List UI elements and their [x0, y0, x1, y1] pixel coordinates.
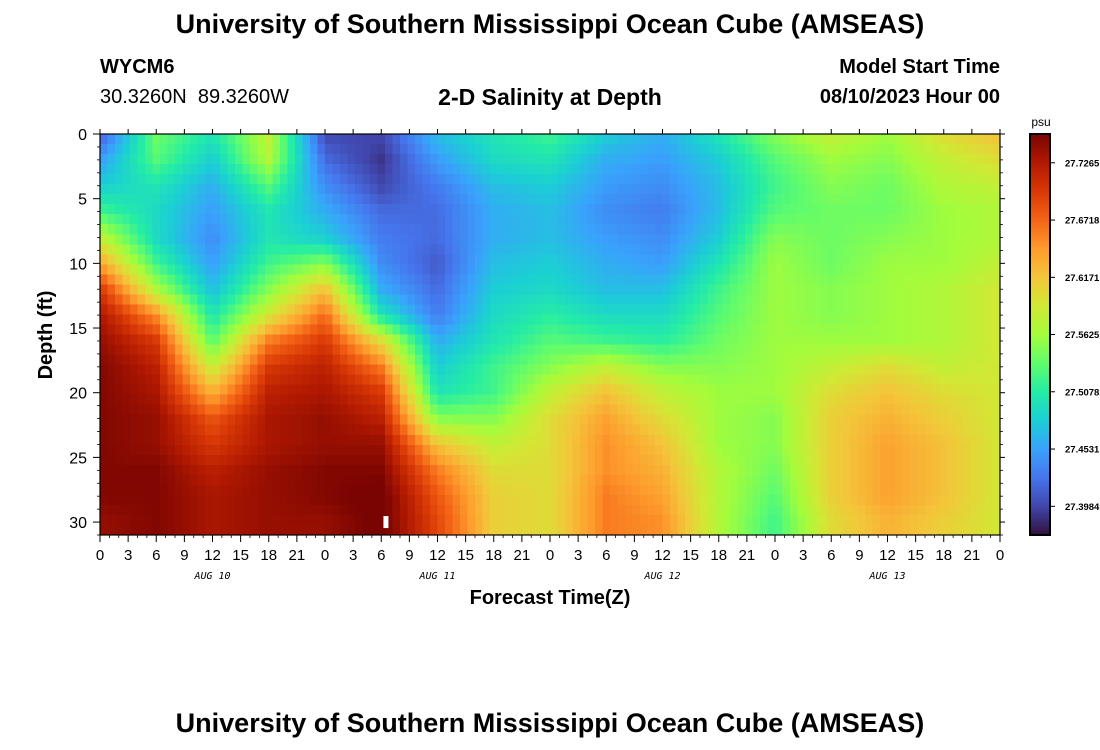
date-label: AUG 10 [193, 571, 230, 582]
colorbar-bar [1029, 133, 1051, 536]
x-tick-label: 15 [232, 547, 249, 564]
x-tick-label: 18 [485, 547, 502, 564]
x-tick-label: 3 [799, 547, 807, 564]
x-tick-label: 6 [827, 547, 835, 564]
y-tick-label: 20 [69, 386, 87, 403]
x-tick-label: 6 [152, 547, 160, 564]
x-tick-label: 0 [546, 547, 554, 564]
x-tick-label: 3 [124, 547, 132, 564]
x-axis-label: Forecast Time(Z) [470, 587, 631, 609]
date-label: AUG 12 [643, 571, 680, 582]
white-marker [383, 516, 389, 529]
x-tick-label: 0 [321, 547, 329, 564]
x-tick-label: 6 [377, 547, 385, 564]
x-tick-label: 12 [429, 547, 446, 564]
station-id: WYCM6 [100, 56, 175, 78]
x-tick-label: 12 [879, 547, 896, 564]
heatmap-surface [100, 134, 1000, 535]
chart-title: 2-D Salinity at Depth [438, 84, 662, 110]
y-tick-label: 10 [69, 256, 87, 273]
x-tick-label: 3 [574, 547, 582, 564]
x-tick-label: 15 [457, 547, 474, 564]
y-tick-label: 25 [69, 450, 87, 467]
date-label: AUG 13 [868, 571, 905, 582]
y-tick-label: 15 [69, 321, 87, 338]
colorbar-tick-label: 27.6718 [1065, 216, 1099, 227]
colorbar-tick-label: 27.3984 [1065, 502, 1100, 513]
x-tick-label: 18 [935, 547, 952, 564]
colorbar-tick-label: 27.6171 [1065, 273, 1100, 284]
colorbar-units-label: psu [1031, 115, 1050, 129]
x-tick-label: 18 [260, 547, 277, 564]
colorbar-tick-label: 27.5625 [1065, 330, 1100, 341]
x-tick-label: 9 [405, 547, 413, 564]
x-tick-label: 21 [514, 547, 531, 564]
x-tick-label: 18 [710, 547, 727, 564]
y-tick-label: 30 [69, 515, 87, 532]
x-tick-label: 0 [996, 547, 1004, 564]
station-coordinates: 30.3260N 89.3260W [100, 86, 290, 108]
x-tick-label: 6 [602, 547, 610, 564]
x-tick-label: 12 [654, 547, 671, 564]
date-label: AUG 11 [418, 571, 455, 582]
x-tick-label: 21 [289, 547, 306, 564]
x-tick-label: 0 [96, 547, 104, 564]
x-tick-label: 21 [964, 547, 981, 564]
y-tick-label: 0 [78, 127, 87, 144]
y-axis-label: Depth (ft) [35, 291, 57, 380]
x-axis: 0 3 6 9 12 15 18 21 0 3 6 9 12 15 18 21 0 3 6 9 12 15 18 21 0 3 6 9… [96, 129, 1004, 582]
x-tick-label: 15 [907, 547, 924, 564]
colorbar-tick-label: 27.4531 [1065, 445, 1100, 456]
model-start-label: Model Start Time [839, 56, 1000, 78]
y-tick-label: 5 [78, 192, 87, 209]
x-tick-label: 9 [855, 547, 863, 564]
colorbar-tick-label: 27.5078 [1065, 387, 1099, 398]
x-tick-label: 21 [739, 547, 756, 564]
page-title: University of Southern Mississippi Ocean… [175, 9, 925, 39]
y-axis: 0 5 10 15 20 25 30 [69, 127, 1005, 536]
x-tick-label: 9 [630, 547, 638, 564]
colorbar-tick-label: 27.7265 [1065, 158, 1100, 169]
x-tick-label: 0 [771, 547, 779, 564]
x-tick-label: 15 [682, 547, 699, 564]
colorbar: 27.3984 27.4531 27.5078 27.5625 27.6171 27.67… [1029, 133, 1100, 536]
x-tick-label: 3 [349, 547, 357, 564]
footer-title: University of Southern Mississippi Ocean… [175, 708, 925, 738]
x-tick-label: 12 [204, 547, 221, 564]
model-start-value: 08/10/2023 Hour 00 [819, 86, 1000, 108]
x-tick-label: 9 [180, 547, 188, 564]
